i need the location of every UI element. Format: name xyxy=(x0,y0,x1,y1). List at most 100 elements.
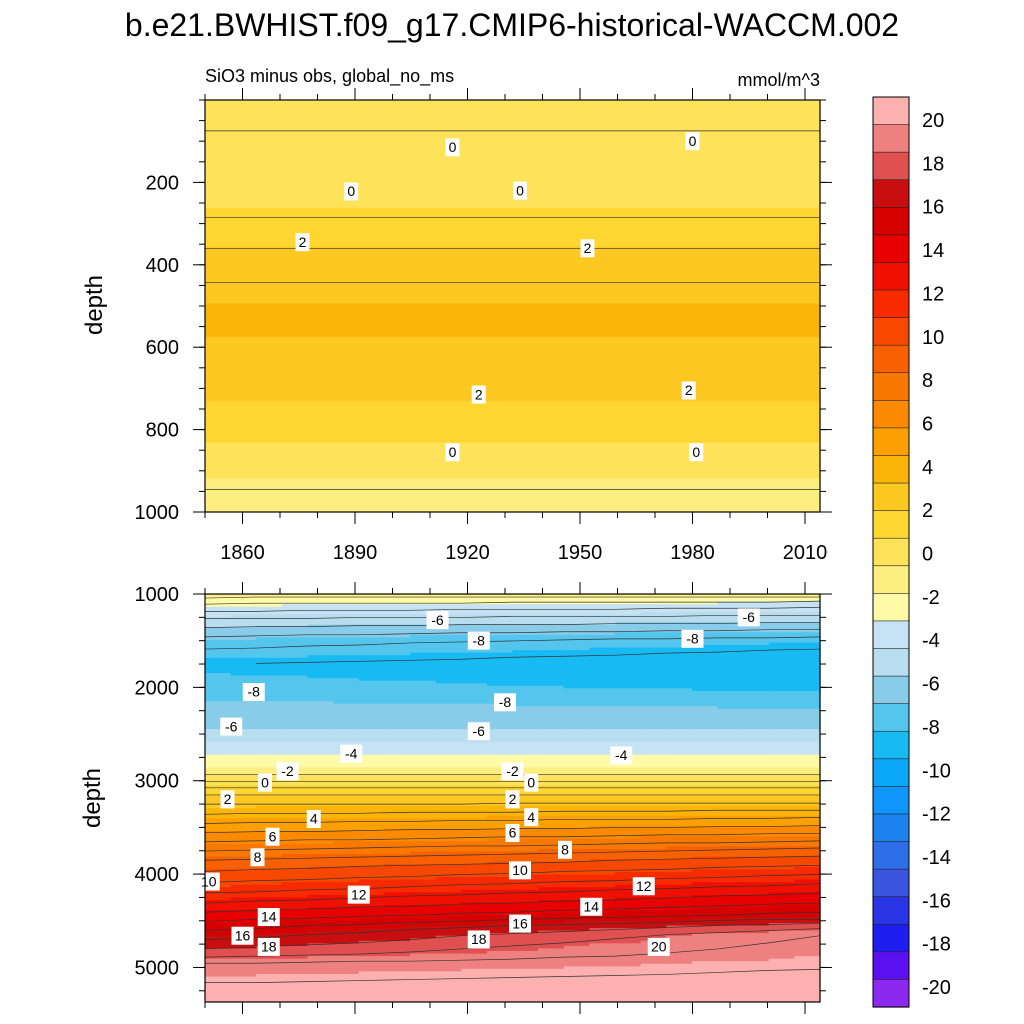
field-cell xyxy=(333,667,360,672)
field-cell xyxy=(768,767,795,771)
field-cell xyxy=(615,979,642,983)
field-cell xyxy=(512,902,539,906)
field-cell xyxy=(615,874,642,878)
field-cell xyxy=(307,836,334,840)
field-cell xyxy=(691,953,719,957)
field-cell xyxy=(512,767,539,771)
field-cell xyxy=(794,894,821,899)
field-cell xyxy=(307,861,334,865)
field-cell xyxy=(743,851,770,855)
field-cell xyxy=(666,741,693,746)
field-cell xyxy=(563,933,590,937)
field-cell xyxy=(384,662,411,666)
field-cell xyxy=(589,739,616,743)
field-cell xyxy=(666,596,693,600)
field-cell xyxy=(589,741,616,746)
field-cell xyxy=(666,856,693,860)
contour-label-text: -8 xyxy=(686,631,699,647)
field-cell xyxy=(640,716,667,720)
field-cell xyxy=(281,724,309,728)
field-cell xyxy=(281,948,309,952)
field-cell xyxy=(358,790,385,794)
field-cell xyxy=(461,963,488,967)
field-cell xyxy=(743,910,770,914)
field-cell xyxy=(435,859,462,863)
field-cell xyxy=(666,619,693,623)
field-cell xyxy=(486,688,514,692)
field-cell xyxy=(230,994,257,998)
field-cell xyxy=(794,861,821,865)
field-cell xyxy=(461,795,488,799)
field-cell xyxy=(486,624,514,628)
field-cell xyxy=(743,741,770,746)
field-cell xyxy=(768,731,795,735)
field-cell xyxy=(768,775,795,779)
field-cell xyxy=(307,882,334,886)
field-cell xyxy=(512,912,539,916)
field-cell xyxy=(666,772,693,776)
field-cell xyxy=(691,782,719,786)
field-cell xyxy=(333,859,360,863)
field-cell xyxy=(205,298,821,302)
field-cell xyxy=(384,897,411,901)
field-cell xyxy=(615,879,642,883)
field-cell xyxy=(410,645,437,649)
field-cell xyxy=(256,645,283,649)
y-tick-label: 5000 xyxy=(135,957,180,979)
field-cell xyxy=(794,637,821,641)
field-cell xyxy=(717,673,744,677)
field-cell xyxy=(410,871,437,876)
field-cell xyxy=(307,877,334,881)
field-cell xyxy=(512,660,539,664)
field-cell xyxy=(512,639,539,644)
field-cell xyxy=(563,838,590,842)
field-cell xyxy=(563,690,590,695)
field-cell xyxy=(691,724,719,728)
field-cell xyxy=(615,711,642,715)
field-cell xyxy=(461,820,488,825)
field-cell xyxy=(768,652,795,656)
field-cell xyxy=(333,984,360,988)
field-cell xyxy=(256,981,283,985)
field-cell xyxy=(691,798,719,802)
field-cell xyxy=(512,734,539,738)
field-cell xyxy=(333,971,360,975)
field-cell xyxy=(768,861,795,865)
field-cell xyxy=(768,813,795,817)
colorbar-swatch xyxy=(872,482,910,512)
field-cell xyxy=(230,831,257,835)
field-cell xyxy=(205,762,232,766)
field-cell xyxy=(743,999,770,1003)
field-cell xyxy=(281,869,309,873)
field-cell xyxy=(384,989,411,993)
field-cell xyxy=(205,272,821,276)
field-cell xyxy=(384,948,411,952)
field-cell xyxy=(435,963,462,967)
field-cell xyxy=(743,790,770,794)
field-cell xyxy=(435,741,462,746)
field-cell xyxy=(666,933,693,937)
field-cell xyxy=(307,769,334,774)
field-cell xyxy=(307,619,334,623)
field-cell xyxy=(640,772,667,776)
field-cell xyxy=(666,846,693,850)
field-cell xyxy=(435,665,462,669)
field-cell xyxy=(410,749,437,753)
field-cell xyxy=(281,662,309,666)
field-cell xyxy=(410,752,437,756)
field-cell xyxy=(205,401,821,405)
colorbar-tick-label: 16 xyxy=(922,197,944,219)
field-cell xyxy=(307,632,334,636)
field-cell xyxy=(410,616,437,621)
contour-label-box xyxy=(580,897,603,916)
field-cell xyxy=(461,680,488,684)
field-cell xyxy=(307,604,334,608)
field-cell xyxy=(563,887,590,891)
field-cell xyxy=(486,917,514,921)
field-cell xyxy=(205,506,821,511)
field-cell xyxy=(486,601,514,605)
field-cell xyxy=(589,734,616,738)
field-cell xyxy=(691,652,719,656)
field-cell xyxy=(230,979,257,983)
field-cell xyxy=(538,861,565,865)
